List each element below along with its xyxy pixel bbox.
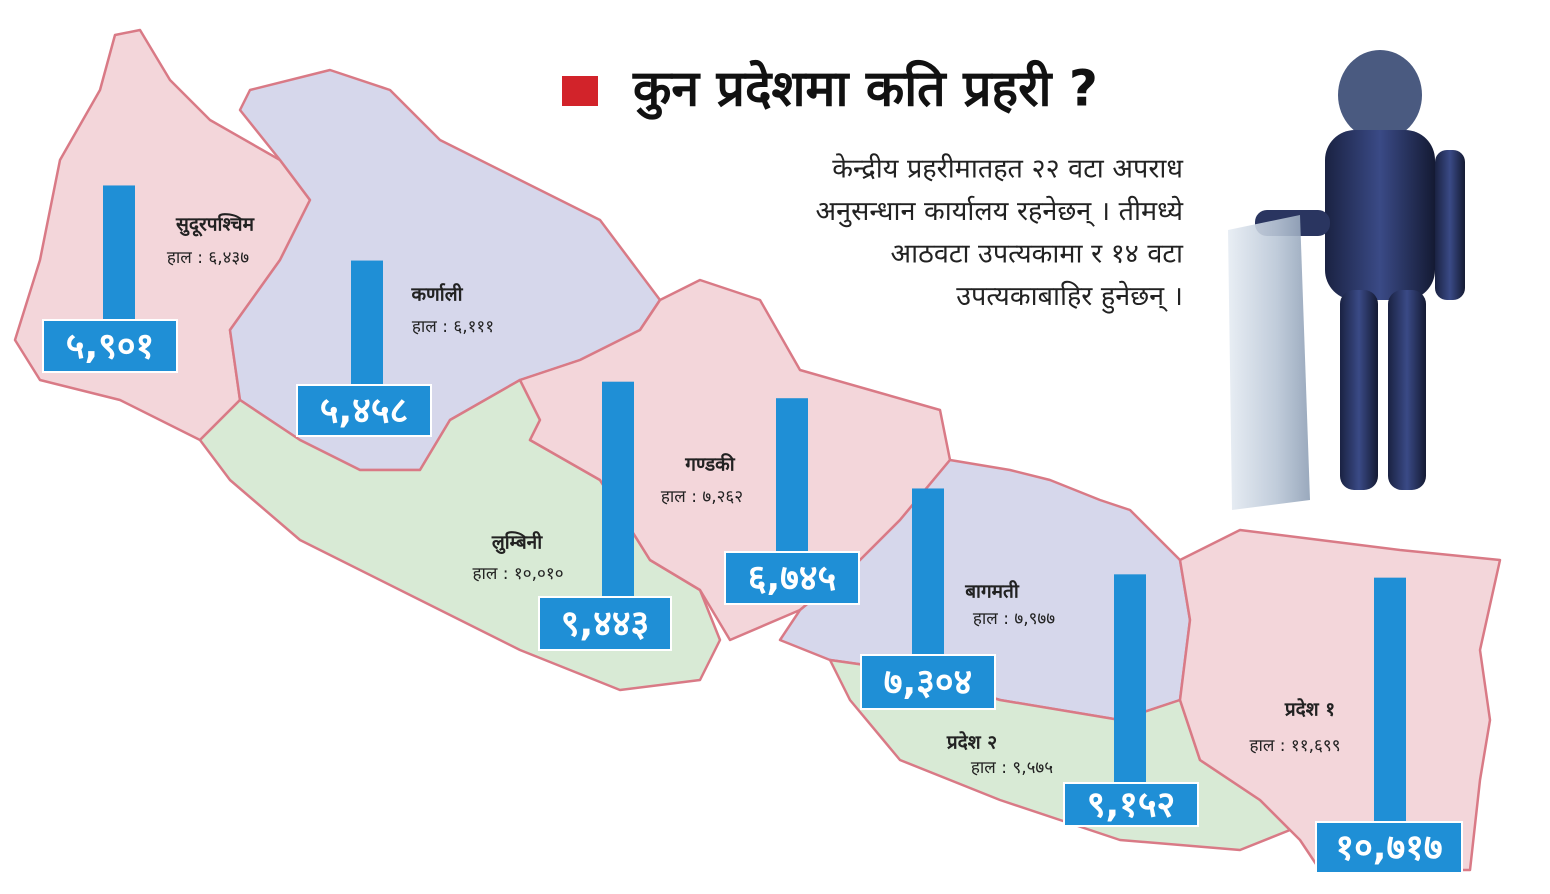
province-name: कर्णाली	[410, 283, 463, 306]
current-label: हाल : ७,९७७	[973, 609, 1055, 629]
bar	[103, 185, 135, 320]
province-shape	[1178, 528, 1502, 872]
title-marker	[562, 76, 598, 106]
value-label: ९,१५२	[1087, 785, 1176, 826]
value-label: १०,७१७	[1335, 828, 1442, 869]
value-label: ६,७४५	[748, 558, 837, 599]
province-name: बागमती	[964, 580, 1020, 603]
province-name: प्रदेश १	[1284, 698, 1335, 721]
province-name: प्रदेश २	[946, 731, 997, 754]
current-label: हाल : ६,१११	[412, 317, 494, 337]
police-figure	[1228, 50, 1465, 510]
value-label: ५,४५८	[320, 391, 409, 432]
current-label: हाल : ९,५७५	[971, 758, 1053, 778]
value-box	[724, 551, 860, 605]
description-line: उपत्यकाबाहिर हुनेछन् ।	[956, 280, 1183, 314]
bar	[776, 398, 808, 552]
description-line: अनुसन्धान कार्यालय रहनेछन् । तीमध्ये	[816, 195, 1185, 228]
bar	[1114, 574, 1146, 783]
description-line: केन्द्रीय प्रहरीमातहत २२ वटा अपराध	[832, 153, 1183, 185]
bar	[1374, 577, 1406, 822]
current-label: हाल : ६,४३७	[167, 248, 249, 268]
value-label: ५,९०१	[66, 326, 155, 367]
value-box	[296, 384, 432, 437]
current-label: हाल : ११,६९९	[1249, 736, 1340, 756]
bar	[602, 381, 634, 597]
value-box	[1315, 821, 1463, 874]
bar	[351, 260, 383, 385]
source: नयाँ पत्रिका	[255, 757, 365, 788]
current-label: हाल : ७,२६२	[661, 487, 743, 507]
value-box	[1063, 782, 1199, 827]
province-name: गण्डकी	[684, 453, 735, 476]
value-box	[538, 596, 672, 651]
bar	[912, 488, 944, 655]
value-box	[860, 654, 996, 710]
map	[13, 28, 1502, 872]
province-name: सुदूरपश्चिम	[175, 213, 255, 238]
description-line: आठवटा उपत्यकामा र १४ वटा	[891, 239, 1184, 270]
current-label: हाल : १०,०१०	[472, 564, 563, 584]
province-name: लुम्बिनी	[491, 531, 543, 555]
title: कुन प्रदेशमा कति प्रहरी ?	[632, 60, 1098, 121]
value-label: ७,३०४	[884, 662, 973, 703]
value-box	[42, 319, 178, 373]
value-label: ९,४४३	[561, 604, 650, 645]
